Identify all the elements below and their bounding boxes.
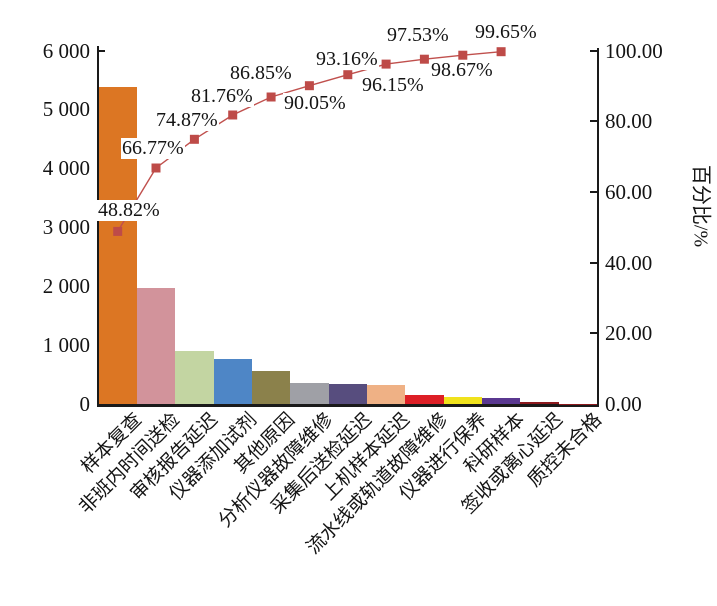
y-axis-tick-label: 4 000: [42, 156, 90, 181]
bar: [251, 371, 291, 404]
pct-axis-tick-label: 20.00: [605, 321, 653, 346]
bar: [520, 401, 559, 404]
line-marker: [419, 54, 429, 64]
cumulative-pct-label: 98.67%: [430, 59, 494, 81]
y-axis-tick: [98, 49, 105, 52]
line-marker: [381, 59, 391, 69]
cumulative-pct-label: 99.65%: [474, 21, 538, 43]
cumulative-pct-label: 81.76%: [190, 85, 254, 107]
cumulative-pct-label: 96.15%: [361, 74, 425, 96]
line-marker: [496, 47, 506, 57]
pct-axis-tick-label: 0.00: [605, 392, 642, 416]
bar: [175, 351, 214, 404]
bar: [328, 383, 367, 404]
line-marker: [266, 92, 276, 102]
pct-axis-tick: [590, 190, 597, 193]
left-axis-spine: [96, 46, 99, 406]
x-axis-spine: [96, 403, 600, 407]
pct-axis-tick: [590, 332, 597, 335]
bar: [213, 359, 252, 404]
pct-axis-tick-label: 40.00: [605, 250, 653, 275]
right-axis-spine: [596, 48, 599, 406]
cumulative-pct-label: 93.16%: [315, 48, 379, 70]
y-axis-tick-label: 3 000: [42, 215, 90, 240]
cumulative-pct-label: 74.87%: [155, 109, 219, 131]
pct-axis-tick-label: 80.00: [605, 109, 653, 134]
pct-axis-tick-label: 60.00: [605, 179, 653, 204]
y-axis-tick-label: 1 000: [42, 333, 90, 358]
pct-axis-tick: [590, 49, 597, 52]
line-marker: [113, 226, 123, 236]
pct-axis-tick: [590, 261, 597, 264]
bar: [366, 384, 406, 404]
bar: [443, 396, 482, 404]
line-marker: [151, 163, 161, 173]
line-marker: [189, 134, 199, 144]
line-marker: [304, 81, 314, 91]
line-marker: [228, 110, 238, 120]
cumulative-pct-label: 97.53%: [386, 24, 450, 46]
cumulative-pct-label: 48.82%: [97, 199, 161, 221]
cumulative-pct-label: 66.77%: [121, 137, 185, 159]
line-marker: [343, 70, 353, 80]
bar: [405, 395, 444, 404]
pct-axis-tick: [590, 120, 597, 123]
y-axis-tick-label: 2 000: [42, 274, 90, 299]
y-axis-tick-label: 5 000: [42, 97, 90, 122]
cumulative-pct-label: 90.05%: [283, 92, 347, 114]
bar: [481, 397, 521, 404]
y-axis-tick-label: 6 000: [42, 38, 90, 63]
bar: [136, 287, 176, 404]
bar: [290, 383, 329, 404]
cumulative-pct-label: 86.85%: [229, 62, 293, 84]
pct-axis-tick-label: 100.00: [605, 38, 663, 63]
line-marker: [458, 50, 468, 60]
y-axis-tick-label: 0: [79, 392, 91, 416]
